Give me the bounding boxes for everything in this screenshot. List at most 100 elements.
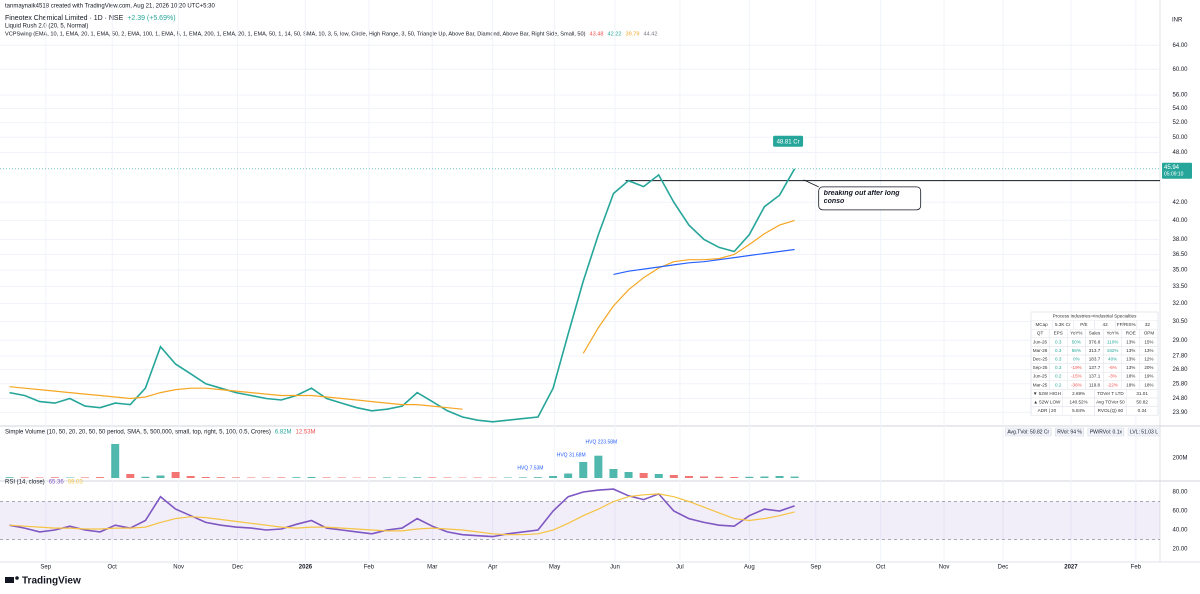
x-tick-label: Feb (1131, 565, 1142, 571)
volume-bar (292, 477, 301, 478)
x-tick-label: Nov (939, 565, 950, 571)
volume-bar (413, 477, 422, 478)
hvq-label: HVQ 31.68M (557, 452, 586, 458)
x-tick-label: Aug (744, 565, 755, 571)
y-tick-label: 35.00 (1172, 268, 1188, 274)
legend-value: 65.36 (49, 480, 65, 486)
y-tick-label: 32.00 (1172, 301, 1188, 307)
hvq-label: HVQ 7.53M (517, 465, 543, 471)
table-cell-text: 32 (1145, 322, 1151, 327)
table-cell-text: Sales (1089, 331, 1101, 336)
table-cell-text: ▲ 52W LOW (1033, 400, 1061, 405)
table-cell-text: 162% (1107, 348, 1119, 353)
table-cell-text: 5.3K Cr (1055, 322, 1071, 327)
table-cell-text: 13% (1126, 357, 1135, 362)
y-tick-label: 200M (1172, 456, 1187, 462)
table-cell-text: Jun-25 (1033, 374, 1047, 379)
y-tick-label: 33.50 (1172, 284, 1188, 290)
y-tick-label: 60.00 (1172, 67, 1188, 73)
table-cell-text: -15% (1071, 374, 1082, 379)
annotation-text: 48.81 Cr (777, 139, 800, 145)
indicator-legend: Liquid Rush 2.0 (20, 5, Normal) (5, 24, 88, 30)
volume-bar (609, 469, 618, 478)
indicator-legend: VCPSwing (EMA, 10, 1, EMA, 20, 1, EMA, 5… (5, 31, 586, 37)
table-cell-text: 18% (1144, 382, 1153, 387)
table-cell-text: 15% (1144, 339, 1153, 344)
callout-box (818, 186, 922, 211)
volume-bar (232, 477, 240, 478)
table-cell-text: 183.7 (1089, 357, 1101, 362)
y-tick-label: 27.80 (1172, 354, 1188, 360)
volume-bar (654, 474, 663, 478)
x-tick-label: Sep (40, 565, 51, 571)
x-tick-label: 2026 (299, 565, 313, 571)
volume-bar (669, 475, 678, 478)
volume-bar (81, 477, 90, 478)
table-cell-text: 140.52% (1070, 400, 1088, 405)
table-cell-text: 12% (1144, 357, 1153, 362)
table-cell-text: OPM (1144, 331, 1155, 336)
table-cell-text: TOVer T LTD (1097, 391, 1124, 396)
volume-stat: RVol: 94 % (1057, 429, 1082, 435)
y-tick-label: 25.80 (1172, 381, 1188, 387)
table-cell-text: 13% (1126, 348, 1135, 353)
table-cell-text: 137.7 (1089, 365, 1101, 370)
x-tick-label: 2027 (1064, 565, 1078, 571)
volume-bar (35, 477, 44, 478)
volume-bar (247, 477, 256, 478)
volume-stat: LVL: 51.03 L (1130, 429, 1158, 435)
y-tick-label: 40.00 (1172, 528, 1188, 534)
table-cell-text: Mar-26 (1033, 348, 1048, 353)
volume-bar (624, 472, 633, 478)
table-cell-text: 313.7 (1089, 348, 1101, 353)
symbol-title: Fineotex Chemical Limited · 1D · NSE (5, 15, 124, 22)
volume-bar (50, 477, 59, 478)
x-tick-label: May (549, 565, 560, 571)
volume-bar (564, 473, 573, 478)
table-cell-text: 0.2 (1055, 374, 1062, 379)
stat-box (1127, 427, 1161, 437)
volume-bar (322, 477, 331, 478)
volume-bar (700, 476, 709, 478)
stat-box (1054, 427, 1085, 437)
volume-bar (65, 477, 74, 478)
stat-box (1087, 427, 1125, 437)
volume-bar (639, 473, 648, 478)
table-cell-text: 0.3 (1055, 357, 1062, 362)
volume-bar (216, 477, 225, 478)
logo: TradingView (5, 576, 81, 587)
volume-bar (503, 477, 512, 478)
volume-bar (111, 444, 120, 478)
price-label-box (1162, 162, 1192, 179)
y-tick-label: 20.00 (1172, 547, 1188, 553)
table-cell-text: Jun-26 (1033, 339, 1047, 344)
volume-bar (730, 477, 739, 478)
y-tick-label: 36.50 (1172, 252, 1188, 258)
table-cell-text: Mar-25 (1033, 382, 1048, 387)
table-cell-text: -22% (1107, 382, 1118, 387)
table-cell-text: 13% (1126, 365, 1135, 370)
x-tick-label: Mar (427, 565, 437, 571)
x-tick-label: Nov (173, 565, 184, 571)
volume-bar (156, 475, 165, 478)
table-cell-text: ROE (1126, 331, 1136, 336)
volume-bar (5, 477, 14, 478)
volume-bar (277, 477, 286, 478)
table-cell-text: 2.69% (1072, 391, 1085, 396)
series-line (9, 219, 795, 410)
x-tick-label: Dec (998, 565, 1009, 571)
x-tick-label: Feb (364, 565, 375, 571)
y-tick-label: 38.00 (1172, 237, 1188, 243)
logo-mark (15, 576, 19, 580)
table-cell-text: -6% (1109, 365, 1117, 370)
last-price-label: 45.94 (1164, 165, 1180, 171)
table-cell-text: 50% (1072, 339, 1081, 344)
volume-stat: Avg.TVol: 50.82 Cr (1007, 429, 1049, 435)
volume-bar (20, 477, 29, 478)
table-cell-text: 18% (1126, 374, 1135, 379)
stat-box (1005, 427, 1052, 437)
series-line (613, 248, 795, 275)
y-tick-label: 30.50 (1172, 319, 1188, 325)
x-tick-label: Jul (676, 565, 684, 571)
